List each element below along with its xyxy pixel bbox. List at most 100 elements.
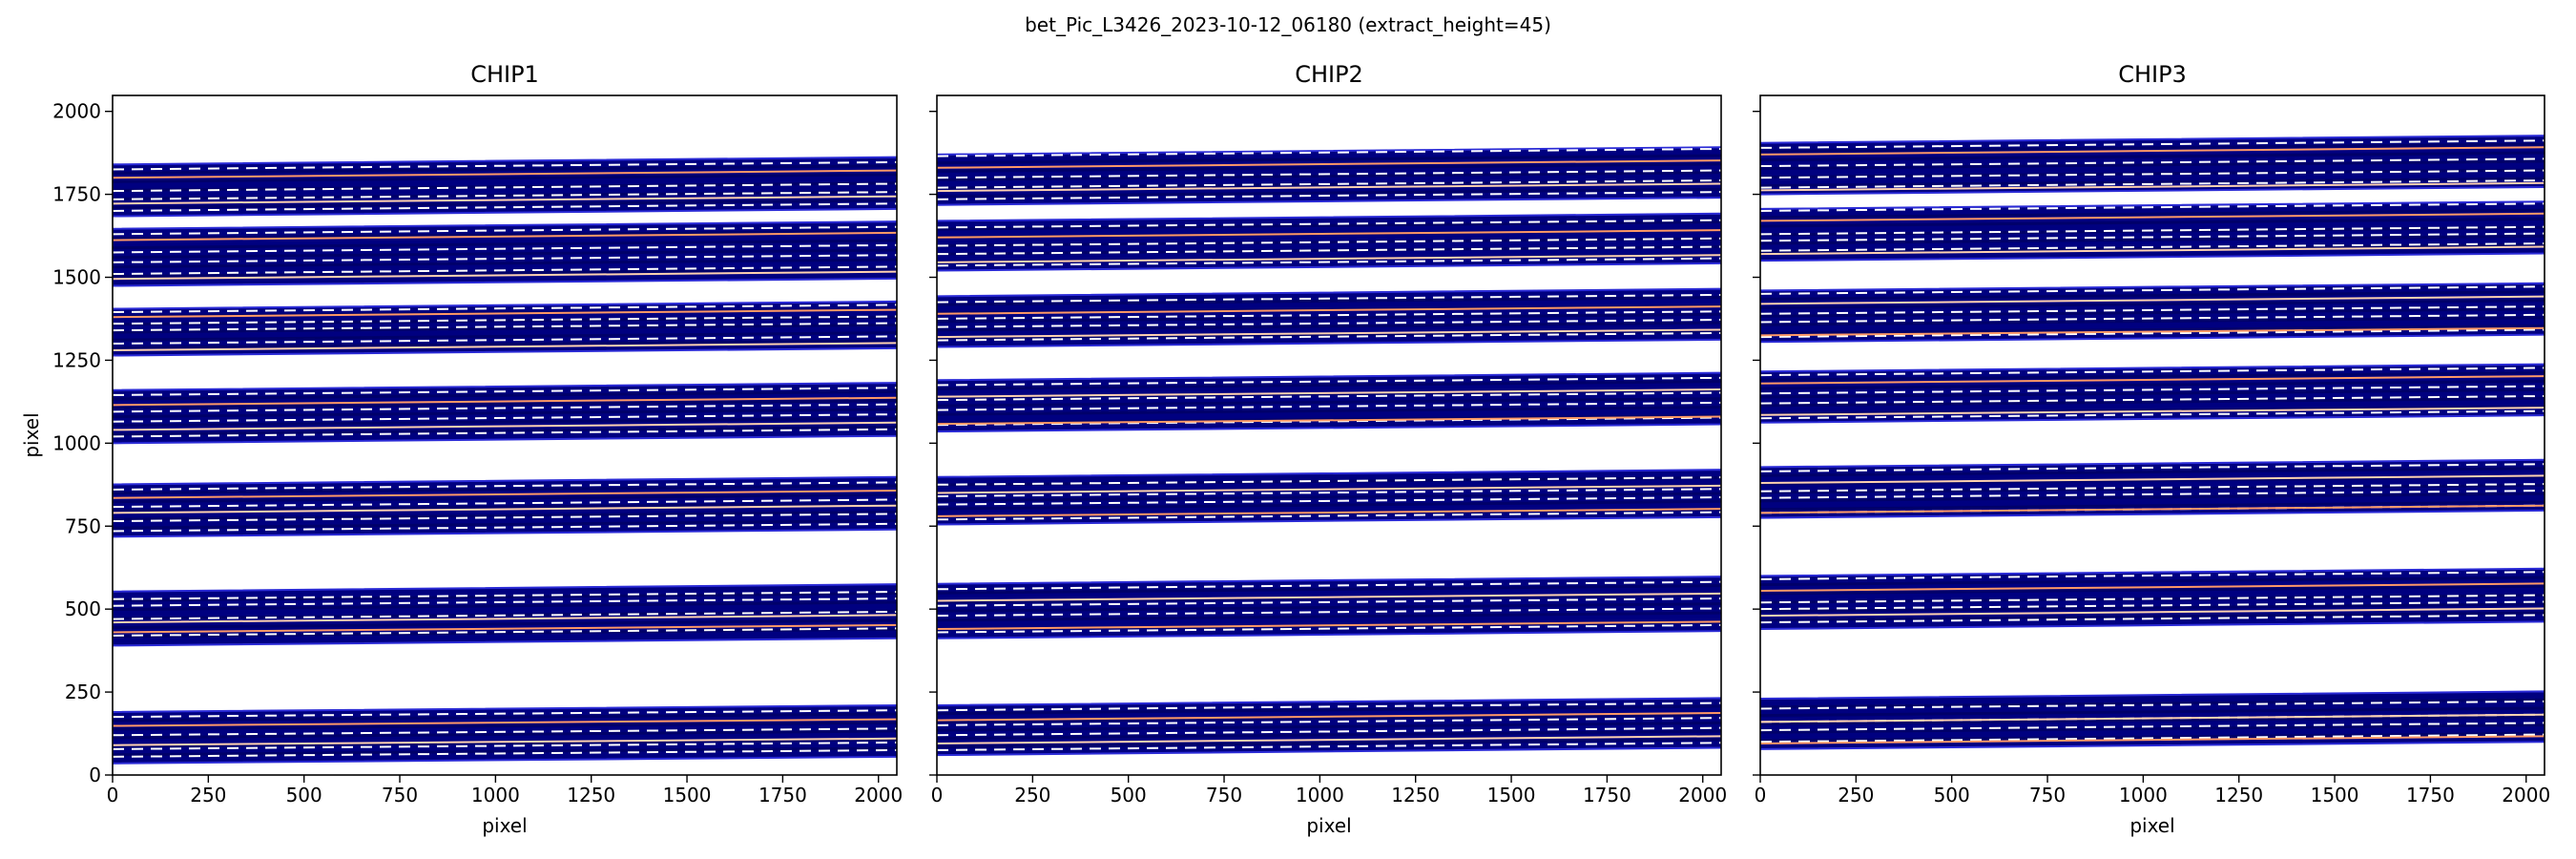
order-texture [1760,234,2545,245]
x-axis-label: pixel [2129,814,2174,837]
x-tick-label: 0 [931,784,944,807]
aperture-dash-line [1760,232,2545,242]
trace-line [113,231,897,241]
trace-line [937,735,1721,744]
aperture-dash-line [937,331,1721,342]
aperture-dash-line [1760,157,2545,168]
trace-line [937,415,1721,426]
trace-line [1760,212,2545,222]
order-texture [1760,159,2545,171]
order-texture [1760,142,2545,154]
order-texture [937,321,1721,332]
order-texture [937,171,1721,181]
aperture-dash-line [113,610,897,620]
order-texture [937,406,1721,416]
x-tick-label: 250 [1014,784,1050,807]
aperture-dash-line [937,717,1721,726]
order-texture [937,162,1721,173]
aperture-dash-line [113,182,897,193]
order-texture [113,746,897,757]
order-texture [937,593,1721,604]
order-texture [937,329,1721,341]
trace-line [1760,181,2545,192]
order-texture [1760,467,2545,477]
aperture-dash-line [1760,367,2545,377]
trace-line [1760,474,2545,485]
x-tick-label: 0 [107,784,119,807]
panel-title: CHIP1 [470,61,539,88]
order-texture [1760,388,2545,399]
x-tick-label: 1250 [2214,784,2263,807]
trace-line [1760,607,2545,618]
aperture-dash-line [1760,700,2545,710]
plot-frame [936,94,1722,776]
order-texture [1760,584,2545,596]
y-axis-label: pixel [20,412,43,457]
x-tick-label: 1250 [1391,784,1440,807]
trace-line [113,737,897,746]
aperture-dash-line [937,580,1721,591]
chart-panel-2: 0 250 500 750 1000 1250 1500 1750 2000 CHIP2 pixel [929,61,1727,837]
order-band [1760,135,2545,196]
trace-line [113,623,897,634]
panel-title: CHIP3 [2118,61,2187,88]
order-texture [937,220,1721,231]
order-texture [113,173,897,183]
aperture-dash-line [113,202,897,212]
aperture-dash-line [113,498,897,509]
x-tick-label: 250 [190,784,226,807]
order-texture [937,704,1721,716]
aperture-dash-line [1760,463,2545,472]
order-texture [1760,706,2545,718]
x-tick-label: 0 [1755,784,1767,807]
order-texture [1760,698,2545,709]
y-tick-label: 1250 [52,348,101,371]
order-texture [113,199,897,210]
trace-line [113,169,897,179]
aperture-dash-line [937,623,1721,634]
plot-frame [112,94,898,776]
aperture-dash-line [1760,594,2545,604]
order-texture [937,721,1721,732]
trace-line [113,270,897,281]
order-texture [113,389,897,401]
trace-line [113,718,897,727]
order-texture [113,164,897,175]
order-band [937,371,1721,433]
order-texture [113,323,897,334]
aperture-dash-line [937,293,1721,304]
y-tick-label: 250 [65,681,101,703]
aperture-dash-line [113,254,897,263]
aperture-dash-line [1760,225,2545,236]
x-tick-label: 1750 [758,784,807,807]
order-texture [113,729,897,740]
aperture-dash-line [937,237,1721,247]
trace-line [113,195,897,205]
plot-area [1760,135,2545,750]
aperture-dash-line [1760,179,2545,189]
trace-line [937,508,1721,517]
order-band [113,703,897,765]
order-texture [113,408,897,419]
x-axis-label: pixel [482,814,527,837]
order-texture [937,187,1721,199]
chart-panel-3: 0 250 500 750 1000 1250 1500 1750 2000 CHIP3 pixel [1753,61,2550,837]
x-axis-label: pixel [1306,814,1351,837]
order-texture [937,312,1721,324]
aperture-dash-line [1760,394,2545,405]
aperture-dash-line [113,627,897,637]
x-tick-label: 1250 [567,784,615,807]
order-texture [937,296,1721,306]
order-texture [113,501,897,513]
x-tick-label: 750 [1206,784,1242,807]
y-tick-label: 1000 [52,431,101,454]
aperture-dash-line [113,709,897,719]
aperture-dash-line [113,322,897,332]
order-texture [937,729,1721,741]
y-tick-label: 750 [65,514,101,537]
order-texture [113,519,897,530]
aperture-dash-line [113,243,897,254]
order-texture [113,712,897,723]
figure-title: bet_Pic_L3426_2023-10-12_06180 (extract_… [1025,13,1551,36]
